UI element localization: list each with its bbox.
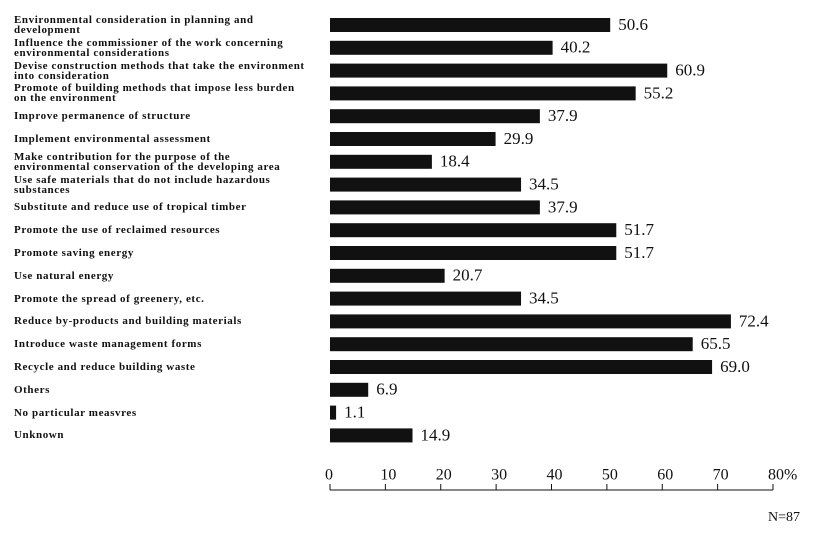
bar [330,86,636,101]
bar [330,428,413,443]
value-label: 37.9 [548,106,578,125]
value-label: 55.2 [644,83,674,102]
x-tick-label: 0 [325,467,333,484]
annotation: N=87 [768,510,800,525]
bar [330,40,553,55]
category-label: Others [14,383,50,396]
value-label: 34.5 [529,289,559,308]
bar [330,382,369,397]
bar [330,223,617,238]
x-tick-label: 80% [768,467,797,484]
value-label: 50.6 [618,15,648,34]
category-label: Substitute and reduce use of tropical ti… [14,201,247,214]
value-label: 51.7 [624,243,654,262]
bar [330,177,522,192]
bar [330,63,668,78]
value-label: 69.0 [720,357,750,376]
value-label: 6.9 [376,380,397,399]
bar [330,154,432,169]
bar [330,314,731,329]
bar [330,405,337,420]
x-tick-label: 10 [380,467,396,484]
category-label: Improve permanence of structure [14,110,191,123]
value-label: 20.7 [453,266,483,285]
category-label: Promote the use of reclaimed resources [14,224,221,237]
value-label: 14.9 [421,425,451,444]
bar [330,246,617,260]
x-tick-label: 20 [436,467,452,484]
x-tick-label: 70 [713,467,729,484]
bar [330,18,611,32]
category-label: Unknown [14,429,65,442]
category-label: Promote the spread of greenery, etc. [14,292,205,305]
category-label: Influence the commissioner of the work c… [14,36,284,59]
value-label: 65.5 [701,334,731,353]
category-label: No particular measvres [14,406,137,419]
bar [330,291,522,306]
category-label: Introduce waste management forms [14,338,202,351]
bar [330,268,445,283]
x-tick-label: 30 [491,467,507,484]
category-label: Promote saving energy [14,247,134,259]
bar [330,109,540,124]
category-label: Use safe materials that do not include h… [14,173,271,196]
value-label: 29.9 [504,129,534,148]
category-label: Reduce by-products and building material… [14,315,242,328]
bar [330,337,693,352]
bar [330,360,713,374]
category-label: Devise construction methods that take th… [14,59,305,82]
value-label: 72.4 [739,311,769,330]
value-label: 60.9 [675,61,705,80]
x-tick-label: 60 [657,467,673,484]
value-label: 51.7 [624,220,654,239]
category-label: Environmental consideration in planning … [14,14,254,36]
value-label: 34.5 [529,175,559,194]
category-label: Use natural energy [14,269,115,282]
value-label: 1.1 [344,403,365,422]
category-label: Implement environmental assessment [14,133,211,145]
category-label: Recycle and reduce building waste [14,361,196,373]
category-label: Make contribution for the purpose of the… [14,150,281,173]
value-label: 18.4 [440,152,470,171]
x-tick-label: 40 [547,467,563,484]
value-label: 40.2 [561,38,591,57]
bar [330,200,540,215]
bar [330,132,496,146]
value-label: 37.9 [548,197,578,216]
category-label: Promote of building methods that impose … [14,82,295,105]
x-tick-label: 50 [602,467,618,484]
